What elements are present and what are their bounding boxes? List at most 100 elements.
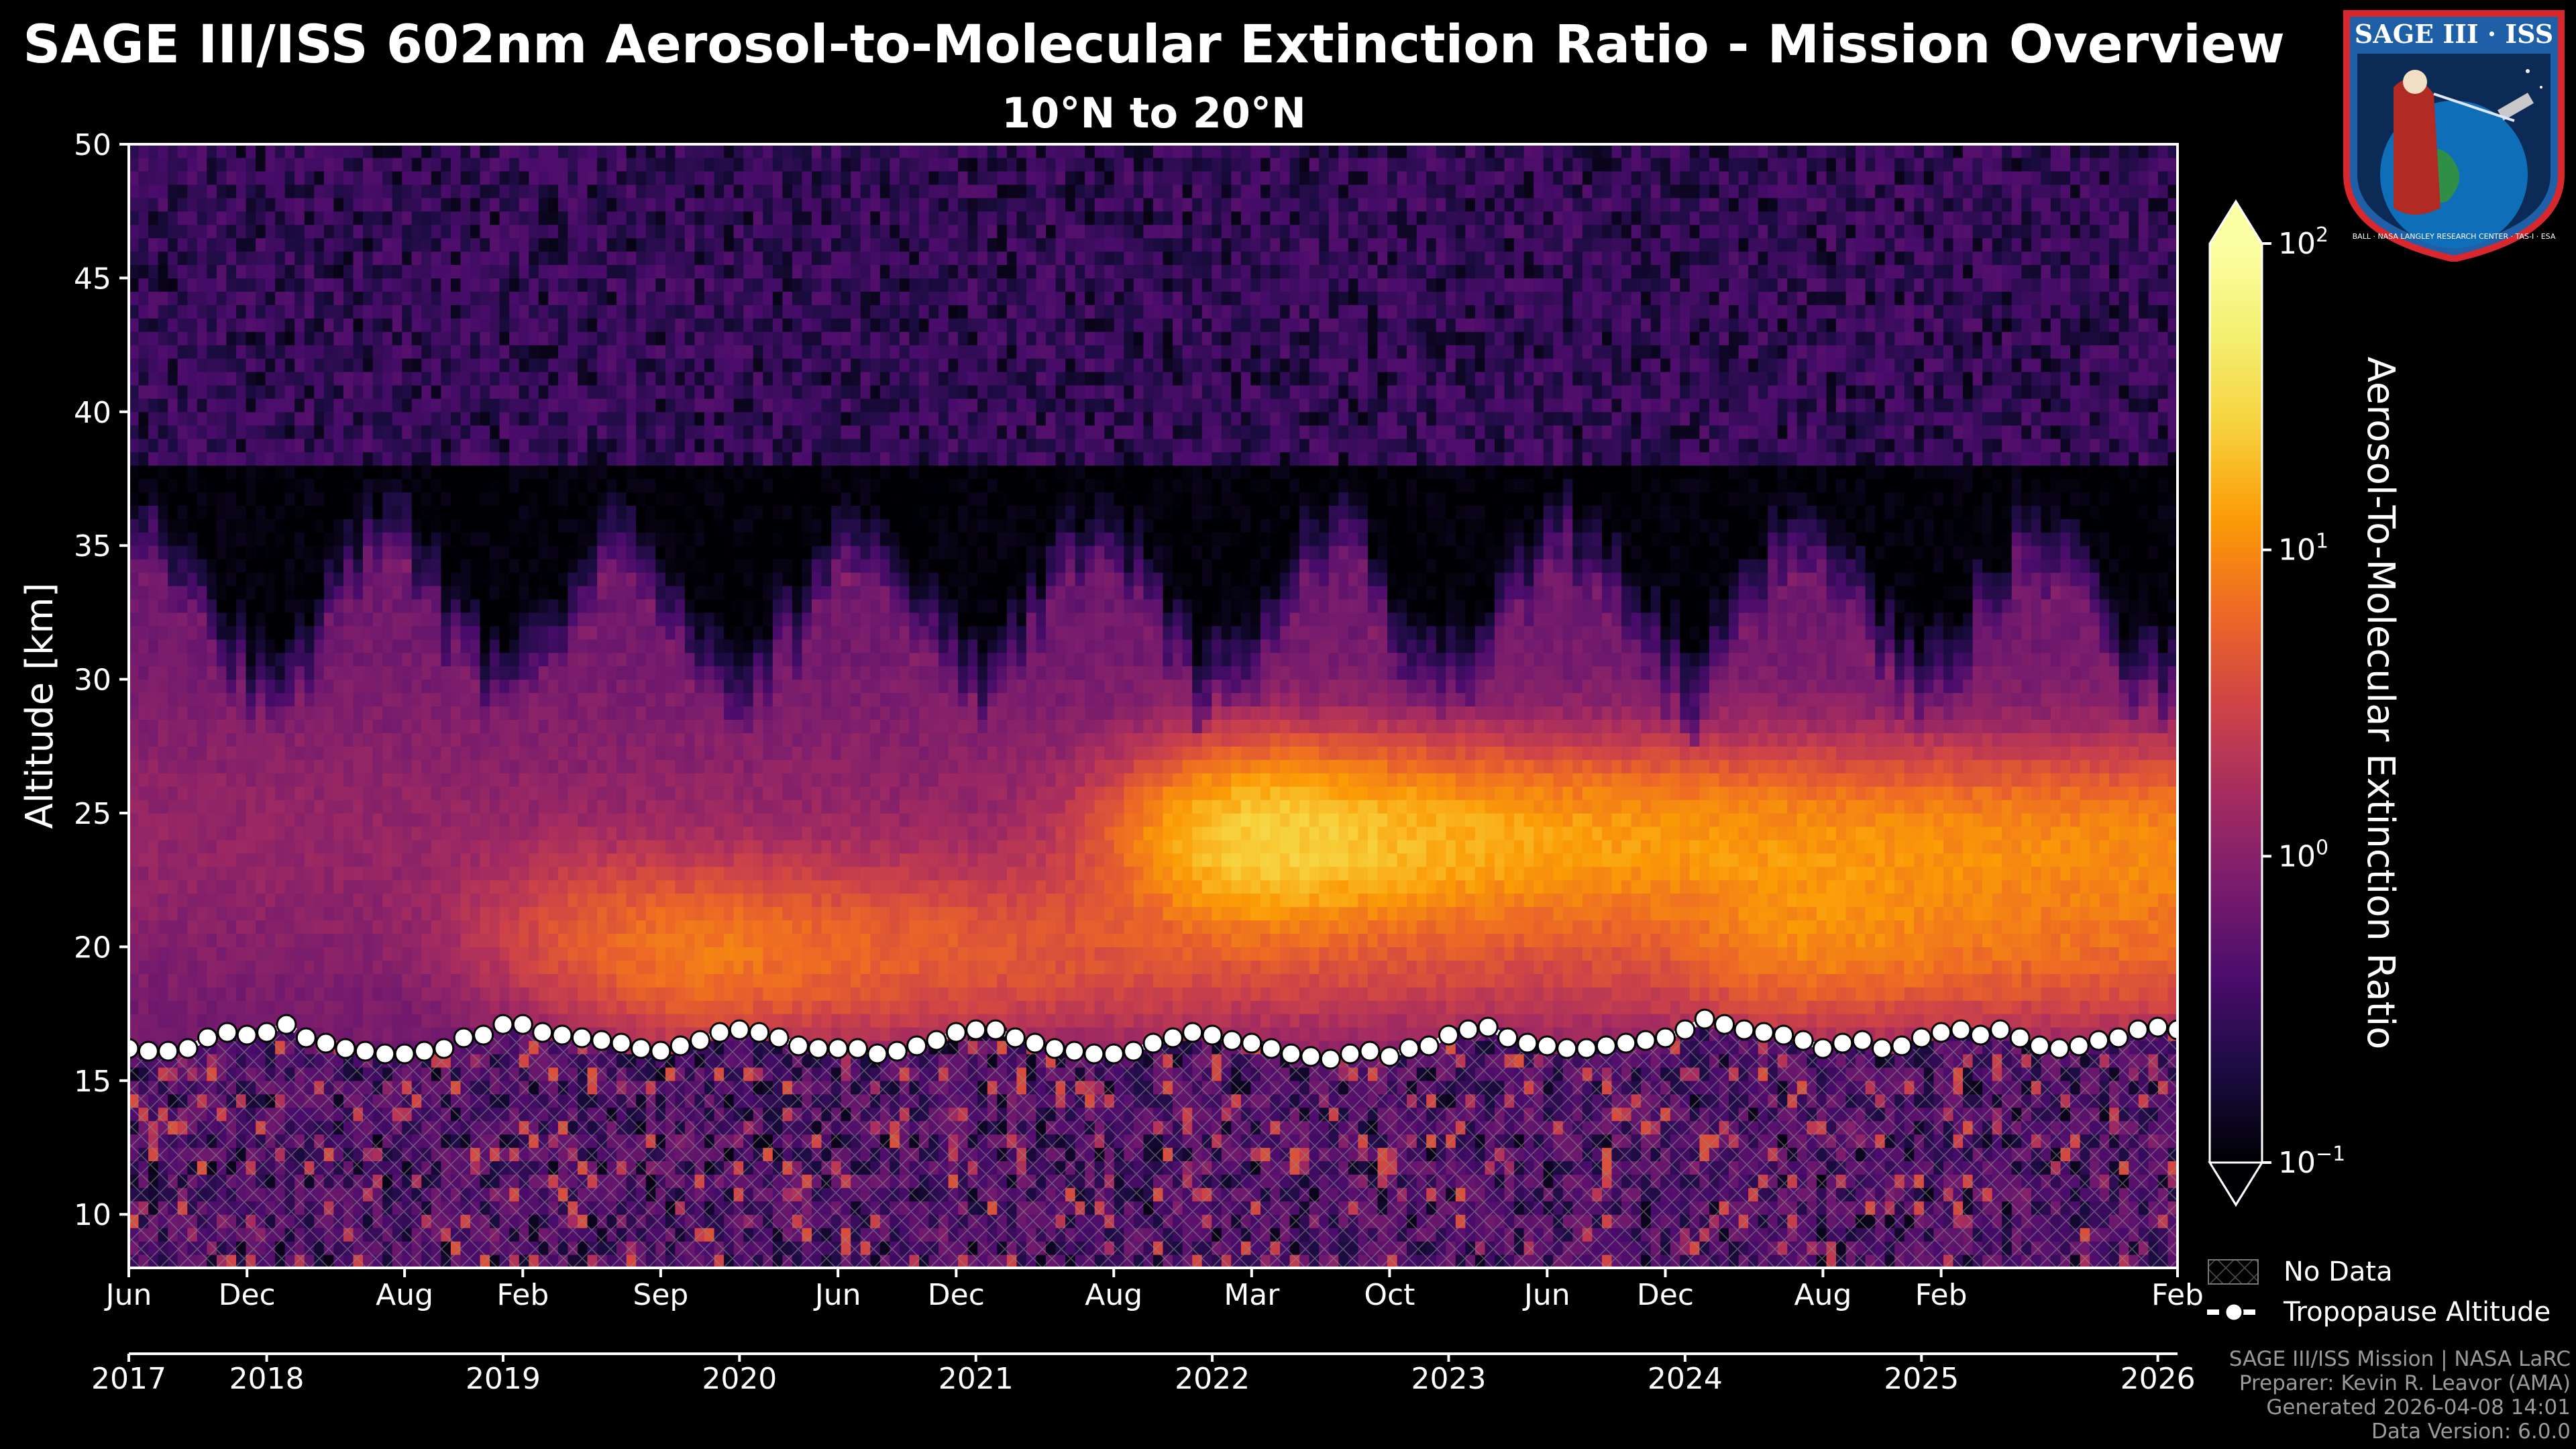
heat-cell — [236, 933, 247, 947]
heat-cell — [587, 224, 598, 239]
heat-cell — [578, 492, 588, 506]
heat-cell — [529, 144, 539, 158]
heat-cell — [597, 305, 608, 319]
heat-cell — [597, 519, 608, 533]
heat-cell — [294, 170, 305, 185]
heat-cell — [694, 692, 705, 707]
heat-cell — [207, 157, 217, 172]
heat-cell — [392, 759, 402, 773]
heat-cell — [226, 933, 237, 947]
heat-cell — [216, 652, 227, 667]
heat-cell — [460, 291, 471, 305]
heat-cell — [411, 679, 422, 694]
heat-cell — [226, 224, 237, 239]
heat-cell — [421, 478, 432, 492]
heat-cell — [548, 519, 559, 533]
heat-cell — [597, 599, 608, 613]
heat-cell — [616, 665, 627, 680]
heat-cell — [470, 987, 481, 1001]
heat-cell — [343, 157, 354, 172]
heat-cell — [216, 545, 227, 559]
heat-cell — [480, 559, 490, 573]
heat-cell — [645, 933, 656, 947]
heat-cell — [568, 719, 578, 733]
heat-cell — [578, 572, 588, 586]
heat-cell — [557, 211, 568, 225]
plot-area — [127, 143, 2179, 1269]
heat-cell — [216, 706, 227, 720]
heat-cell — [645, 184, 656, 199]
heat-cell — [636, 438, 647, 453]
heat-cell — [402, 425, 413, 439]
heat-cell — [197, 331, 207, 345]
heat-cell — [694, 572, 705, 586]
heat-cell — [441, 305, 451, 319]
heat-cell — [587, 813, 598, 827]
heat-cell — [460, 826, 471, 841]
heat-cell — [138, 800, 149, 814]
heat-cell — [158, 211, 168, 225]
heat-cell — [402, 586, 413, 600]
heat-cell — [529, 465, 539, 480]
heat-cell — [578, 612, 588, 627]
heat-cell — [606, 398, 617, 413]
heat-cell — [490, 826, 500, 841]
heat-cell — [421, 251, 432, 265]
heat-cell — [226, 599, 237, 613]
heat-cell — [187, 1027, 198, 1041]
heat-cell — [557, 586, 568, 600]
heat-cell — [616, 559, 627, 573]
heat-cell — [636, 973, 647, 987]
heat-cell — [431, 478, 441, 492]
heat-cell — [177, 197, 188, 212]
heat-cell — [314, 586, 325, 600]
heat-cell — [168, 1014, 178, 1028]
heat-cell — [284, 947, 295, 961]
heat-cell — [323, 933, 334, 947]
heat-cell — [138, 612, 149, 627]
heat-cell — [138, 559, 149, 573]
heat-cell — [323, 211, 334, 225]
heat-cell — [490, 372, 500, 386]
heat-cell — [509, 639, 520, 653]
heat-cell — [548, 157, 559, 172]
heat-cell — [675, 345, 686, 359]
heat-cell — [314, 291, 325, 305]
heat-cell — [470, 384, 481, 399]
heat-cell — [568, 933, 578, 947]
heat-cell — [177, 264, 188, 278]
heat-cell — [343, 786, 354, 800]
heat-cell — [372, 839, 383, 854]
heat-cell — [431, 706, 441, 720]
heat-cell — [450, 291, 461, 305]
heat-cell — [158, 492, 168, 506]
heat-cell — [304, 786, 315, 800]
heat-cell — [470, 331, 481, 345]
heat-cell — [236, 733, 247, 747]
heat-cell — [129, 318, 140, 332]
heat-cell — [490, 652, 500, 667]
heat-cell — [597, 465, 608, 480]
heat-cell — [460, 318, 471, 332]
heat-cell — [129, 987, 140, 1001]
heat-cell — [538, 305, 549, 319]
heat-cell — [216, 960, 227, 974]
heat-cell — [275, 144, 286, 158]
heat-cell — [246, 384, 256, 399]
heat-cell — [372, 358, 383, 372]
heat-cell — [372, 853, 383, 867]
heat-cell — [343, 211, 354, 225]
heat-cell — [509, 545, 520, 559]
heat-cell — [392, 866, 402, 881]
heat-cell — [411, 345, 422, 359]
heat-cell — [304, 933, 315, 947]
heat-cell — [236, 492, 247, 506]
heat-cell — [645, 492, 656, 506]
heat-cell — [616, 773, 627, 787]
heat-cell — [363, 318, 374, 332]
heat-cell — [402, 987, 413, 1001]
heat-cell — [665, 572, 676, 586]
heat-cell — [168, 211, 178, 225]
heat-cell — [694, 291, 705, 305]
heat-cell — [148, 612, 159, 627]
